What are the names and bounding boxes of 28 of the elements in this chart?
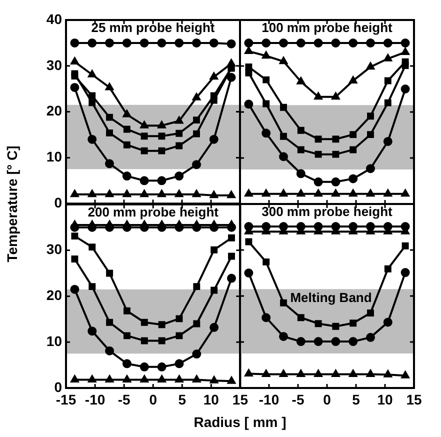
chart-title: 300 mm probe height	[262, 204, 394, 220]
chart-title: 25 mm probe height	[91, 20, 216, 36]
y-tick-label: 40	[46, 10, 62, 27]
y-tick-label: 30	[46, 240, 62, 257]
chart-title: 200 mm probe height	[88, 204, 220, 220]
y-tick-label: 20	[46, 102, 62, 119]
x-tick-label: -10	[258, 391, 280, 408]
x-tick-label: 15	[232, 390, 248, 407]
y-axis-title: Temperature [° C]	[4, 144, 20, 264]
x-tick-label: -10	[84, 390, 106, 407]
y-tick-label: 0	[54, 378, 62, 394]
x-tick-label: 0	[149, 390, 158, 407]
x-tick-label: 15	[406, 391, 422, 408]
x-tick-label: 5	[352, 391, 360, 408]
y-tick-label: 10	[46, 148, 62, 165]
band-label: Melting Band	[290, 290, 372, 306]
x-tick-label: 10	[377, 391, 393, 408]
y-tick-label: 30	[46, 56, 62, 73]
x-tick-label: 5	[178, 390, 186, 407]
x-axis-title: Radius [ mm ]	[192, 414, 288, 430]
chart-title: 100 mm probe height	[262, 20, 394, 36]
x-tick-label: -5	[118, 390, 131, 407]
y-tick-label: 0	[54, 194, 62, 210]
x-tick-label: -5	[292, 391, 304, 408]
x-tick-label: 10	[203, 390, 220, 407]
y-tick-label: 20	[46, 286, 62, 303]
x-tick-label: 0	[323, 391, 332, 408]
y-tick-label: 10	[46, 332, 62, 349]
